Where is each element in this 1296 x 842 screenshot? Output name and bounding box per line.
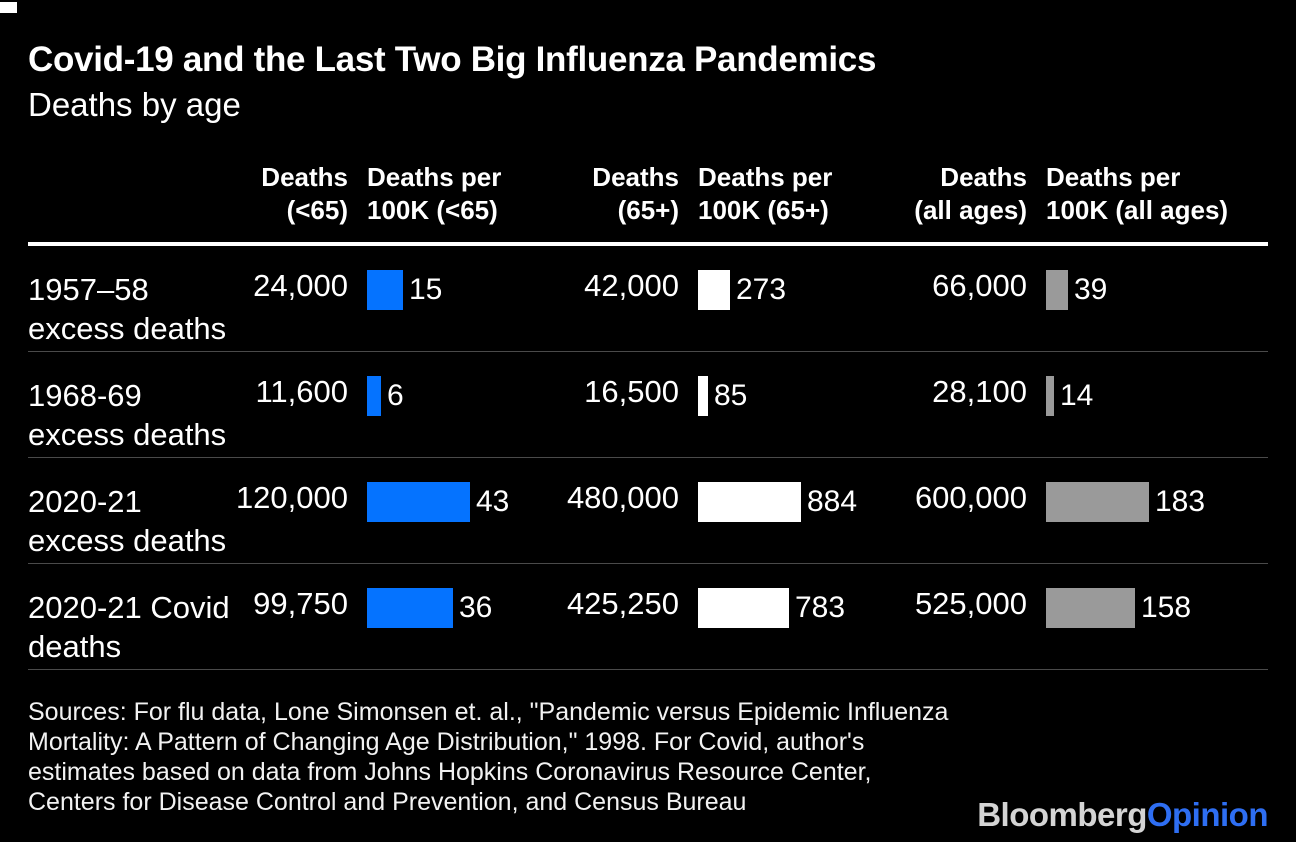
header-rate-allages: Deaths per 100K (all ages) — [1046, 162, 1229, 226]
table-row: 2020-21 Covid deaths 99,750 36 425,250 78… — [28, 564, 1268, 671]
page-subtitle: Deaths by age — [28, 86, 241, 123]
rate-under65-label: 43 — [476, 485, 510, 519]
table-body: 1957–58 excess deaths 24,000 15 42,000 27… — [28, 246, 1268, 671]
rate-allages-cell: 158 — [1027, 588, 1268, 669]
deaths-over65-value: 425,250 — [566, 586, 679, 622]
header-rate-over65: Deaths per 100K (65+) — [698, 162, 833, 226]
rate-under65-cell: 6 — [348, 376, 526, 457]
row-label: 1957–58 excess deaths — [28, 272, 227, 347]
rate-over65-cell: 273 — [679, 270, 857, 351]
rate-over65-cell: 85 — [679, 376, 857, 457]
table-row: 1957–58 excess deaths 24,000 15 42,000 27… — [28, 246, 1268, 353]
rate-over65-label: 884 — [807, 485, 858, 519]
header-deaths-under65: Deaths (<65) — [261, 162, 348, 226]
rate-under65-label: 15 — [409, 273, 443, 307]
rate-allages-bar — [1046, 376, 1054, 417]
rate-over65-bar — [698, 376, 708, 417]
sources-note: Sources: For flu data, Lone Simonsen et.… — [28, 697, 1268, 817]
table-row: 2020-21 excess deaths 120,000 43 480,000 … — [28, 458, 1268, 565]
row-label: 2020-21 excess deaths — [28, 484, 227, 559]
rate-allages-bar — [1046, 588, 1135, 629]
table-row: 1968-69 excess deaths 11,600 6 16,500 85 … — [28, 352, 1268, 459]
deaths-allages-value: 28,100 — [932, 374, 1027, 410]
deaths-allages-value: 525,000 — [914, 586, 1027, 622]
rate-under65-label: 6 — [387, 379, 404, 413]
rate-allages-label: 158 — [1141, 591, 1192, 625]
sources-line: Sources: For flu data, Lone Simonsen et.… — [28, 698, 949, 727]
rate-allages-cell: 39 — [1027, 270, 1268, 351]
rate-under65-bar — [367, 588, 453, 629]
deaths-under65-value: 11,600 — [255, 374, 348, 410]
header-rate-under65: Deaths per 100K (<65) — [367, 162, 502, 226]
table-header-row: Deaths (<65) Deaths per 100K (<65) Deaths(… — [28, 161, 1268, 247]
rate-over65-label: 273 — [736, 273, 787, 307]
chart-card: Covid-19 and the Last Two Big Influenza … — [28, 40, 1268, 817]
rate-under65-label: 36 — [459, 591, 493, 625]
rate-allages-label: 39 — [1074, 273, 1108, 307]
rate-allages-cell: 183 — [1027, 482, 1268, 563]
rate-allages-cell: 14 — [1027, 376, 1268, 457]
rate-under65-bar — [367, 482, 470, 523]
deaths-over65-value: 42,000 — [584, 268, 679, 304]
rate-allages-bar — [1046, 270, 1068, 311]
rate-over65-bar — [698, 482, 801, 523]
rate-allages-label: 14 — [1060, 379, 1094, 413]
deaths-over65-value: 480,000 — [566, 480, 679, 516]
logo-opinion-text: Opinion — [1146, 796, 1269, 833]
corner-artifact — [0, 2, 17, 13]
rate-over65-label: 783 — [795, 591, 846, 625]
rate-under65-cell: 36 — [348, 588, 526, 669]
rate-under65-bar — [367, 376, 381, 417]
rate-allages-label: 183 — [1155, 485, 1206, 519]
rate-under65-cell: 15 — [348, 270, 526, 351]
deaths-allages-value: 66,000 — [932, 268, 1027, 304]
row-label: 2020-21 Covid deaths — [28, 590, 230, 665]
deaths-under65-value: 24,000 — [253, 268, 348, 304]
deaths-allages-value: 600,000 — [914, 480, 1027, 516]
rate-under65-cell: 43 — [348, 482, 526, 563]
logo-bloomberg-text: Bloomberg — [977, 796, 1147, 833]
header-row-label-spacer — [28, 161, 233, 227]
rate-over65-cell: 884 — [679, 482, 857, 563]
deaths-under65-value: 99,750 — [253, 586, 348, 622]
sources-line: Centers for Disease Control and Preventi… — [28, 788, 747, 817]
rate-allages-bar — [1046, 482, 1149, 523]
rate-over65-cell: 783 — [679, 588, 857, 669]
rate-over65-label: 85 — [714, 379, 748, 413]
rate-over65-bar — [698, 588, 789, 629]
header-deaths-allages: Deaths (all ages) — [914, 162, 1027, 226]
sources-line: Mortality: A Pattern of Changing Age Dis… — [28, 728, 865, 757]
rate-under65-bar — [367, 270, 403, 311]
row-label: 1968-69 excess deaths — [28, 378, 227, 453]
sources-line: estimates based on data from Johns Hopki… — [28, 758, 872, 787]
page-title: Covid-19 and the Last Two Big Influenza … — [28, 40, 877, 79]
rate-over65-bar — [698, 270, 730, 311]
bloomberg-opinion-logo: BloombergOpinion — [977, 796, 1268, 834]
deaths-under65-value: 120,000 — [235, 480, 348, 516]
header-deaths-over65: Deaths (65+) — [592, 162, 679, 226]
deaths-over65-value: 16,500 — [584, 374, 679, 410]
